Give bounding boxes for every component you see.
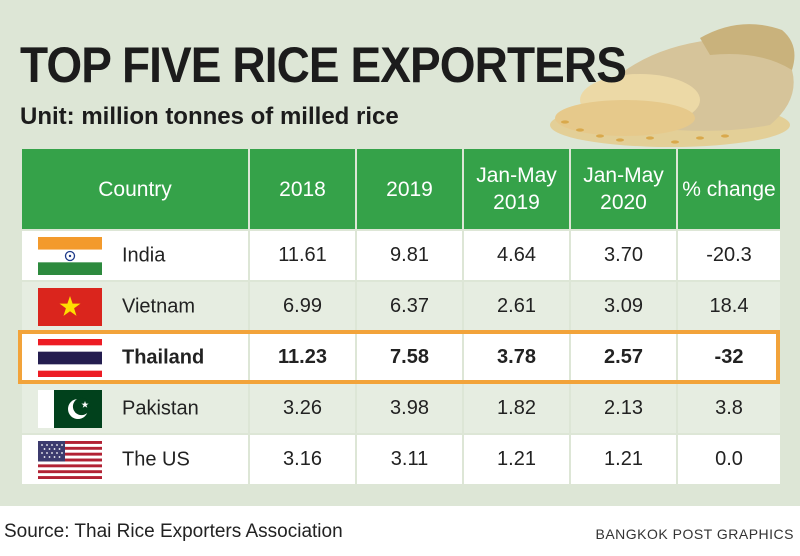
- value-jan-may-2019: 1.82: [462, 382, 571, 435]
- us-flag-icon: [38, 440, 102, 479]
- country-name: Thailand: [122, 346, 205, 368]
- column-header-2018: 2018: [248, 147, 357, 231]
- pakistan-flag-icon: [38, 389, 102, 428]
- value-2019: 3.98: [355, 382, 464, 435]
- table-row: Pakistan 3.26 3.98 1.82 2.13 3.8: [20, 382, 782, 435]
- country-cell: Vietnam: [20, 280, 250, 333]
- value-2018: 3.16: [248, 433, 357, 486]
- vietnam-flag-icon: [38, 287, 102, 326]
- thailand-flag-icon: [38, 338, 102, 377]
- table-row: Vietnam 6.99 6.37 2.61 3.09 18.4: [20, 280, 782, 333]
- value-percent-change: 3.8: [676, 382, 782, 435]
- table-row: India 11.61 9.81 4.64 3.70 -20.3: [20, 229, 782, 282]
- value-jan-may-2020: 3.09: [569, 280, 678, 333]
- column-header-percent-change: % change: [676, 147, 782, 231]
- value-2018: 6.99: [248, 280, 357, 333]
- header-row: Country 2018 2019 Jan-May 2019 Jan-May 2…: [20, 147, 782, 231]
- table-row: The US 3.16 3.11 1.21 1.21 0.0: [20, 433, 782, 486]
- value-2019: 6.37: [355, 280, 464, 333]
- source-note: Source: Thai Rice Exporters Association: [4, 521, 343, 542]
- value-jan-may-2019: 2.61: [462, 280, 571, 333]
- value-2019: 9.81: [355, 229, 464, 282]
- column-header-jan-may-2019: Jan-May 2019: [462, 147, 571, 231]
- chart-title: TOP FIVE RICE EXPORTERS: [20, 37, 627, 93]
- value-percent-change: -32: [676, 331, 782, 384]
- exporters-table: Country 2018 2019 Jan-May 2019 Jan-May 2…: [20, 147, 782, 486]
- value-2018: 11.23: [248, 331, 357, 384]
- country-name: India: [122, 244, 166, 266]
- value-2019: 3.11: [355, 433, 464, 486]
- graphics-credit: BANGKOK POST GRAPHICS: [595, 526, 794, 542]
- column-header-2019: 2019: [355, 147, 464, 231]
- value-2018: 3.26: [248, 382, 357, 435]
- table-row-highlighted: Thailand 11.23 7.58 3.78 2.57 -32: [20, 331, 782, 384]
- value-jan-may-2019: 3.78: [462, 331, 571, 384]
- value-2018: 11.61: [248, 229, 357, 282]
- country-cell: The US: [20, 433, 250, 486]
- value-jan-may-2020: 3.70: [569, 229, 678, 282]
- column-header-jan-may-2020: Jan-May 2020: [569, 147, 678, 231]
- country-cell: India: [20, 229, 250, 282]
- country-name: Pakistan: [122, 397, 199, 419]
- value-jan-may-2019: 4.64: [462, 229, 571, 282]
- value-percent-change: -20.3: [676, 229, 782, 282]
- rice-sack-illustration: [550, 24, 795, 147]
- column-header-country: Country: [20, 147, 250, 231]
- chart-subtitle: Unit: million tonnes of milled rice: [20, 103, 399, 130]
- value-percent-change: 18.4: [676, 280, 782, 333]
- country-name: Vietnam: [122, 295, 196, 317]
- value-jan-may-2020: 2.13: [569, 382, 678, 435]
- value-jan-may-2019: 1.21: [462, 433, 571, 486]
- value-percent-change: 0.0: [676, 433, 782, 486]
- country-name: The US: [122, 448, 190, 470]
- value-jan-may-2020: 2.57: [569, 331, 678, 384]
- india-flag-icon: [38, 236, 102, 275]
- value-2019: 7.58: [355, 331, 464, 384]
- country-cell: Pakistan: [20, 382, 250, 435]
- value-jan-may-2020: 1.21: [569, 433, 678, 486]
- country-cell: Thailand: [20, 331, 250, 384]
